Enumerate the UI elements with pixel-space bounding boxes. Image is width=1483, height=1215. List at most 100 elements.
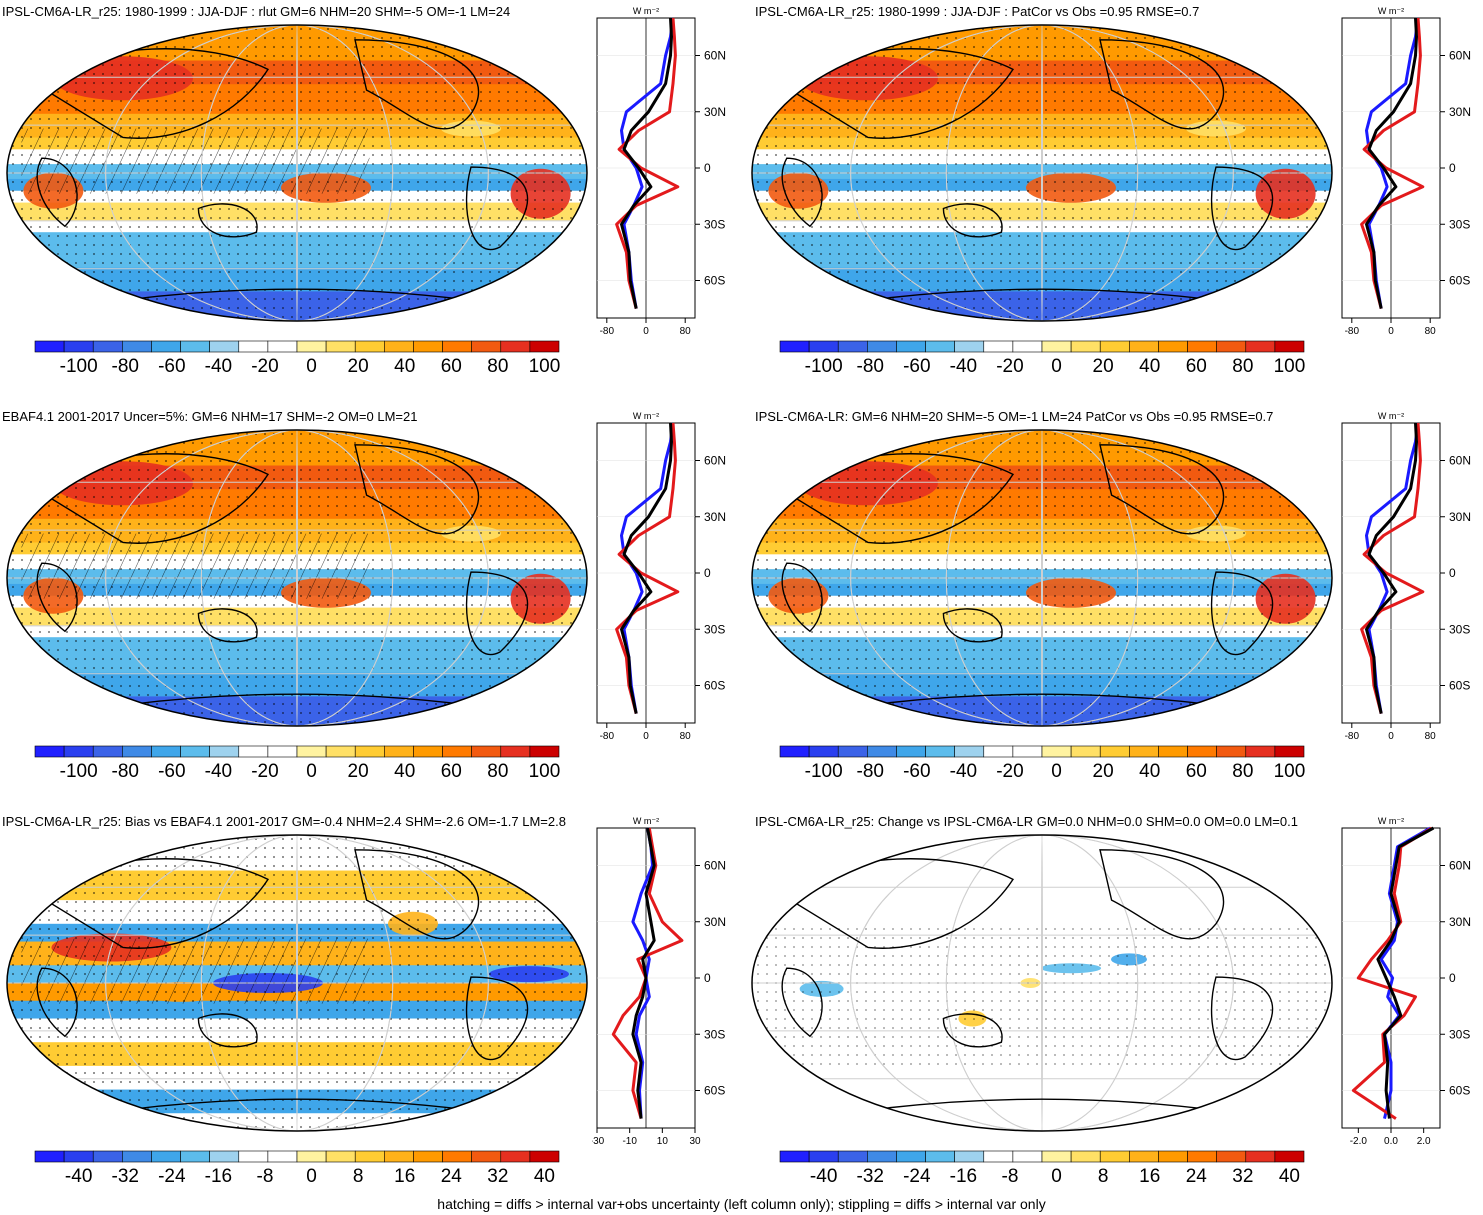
colorbar-tick-label: 100 — [1273, 761, 1306, 782]
lat-tick-label: 60N — [1449, 454, 1471, 468]
lat-tick-label: 30N — [1449, 105, 1471, 119]
continent-outline — [1210, 166, 1274, 251]
lat-tick-label: 30N — [1449, 510, 1471, 524]
colorbar-swatch — [34, 745, 65, 758]
colorbar-swatch — [808, 340, 839, 353]
colorbar-swatch — [471, 1150, 502, 1163]
hatching — [21, 938, 370, 1004]
colorbar-swatch — [500, 745, 531, 758]
colorbar-tick-label: -16 — [949, 1166, 978, 1187]
continent-outline — [1210, 571, 1274, 656]
map-field — [7, 430, 587, 726]
colorbar-tick-label: 60 — [440, 761, 462, 782]
colorbar-swatch — [1041, 745, 1072, 758]
robinson-map — [6, 24, 588, 322]
panel-rlut-model: IPSL-CM6A-LR_r25: 1980-1999 : JJA-DJF : … — [0, 0, 740, 400]
colorbar-swatch — [1158, 1150, 1188, 1163]
colorbar-swatch — [1274, 1150, 1305, 1163]
colorbar-tick-label: 0 — [1051, 356, 1062, 377]
colorbar-swatch — [151, 1150, 181, 1163]
colorbar-swatch — [925, 745, 955, 758]
lat-tick-label: 0 — [1449, 566, 1456, 580]
hatching — [21, 533, 370, 599]
colorbar-swatch — [837, 1150, 868, 1163]
colorbar-swatch — [1274, 340, 1305, 353]
colorbar-tick-label: -80 — [111, 356, 139, 377]
colorbar-tick-label: -20 — [251, 356, 279, 377]
x-tick-label: 2.0 — [1417, 1136, 1431, 1146]
profile-unit-label: W m⁻² — [1378, 816, 1404, 826]
lat-tick-label: 30N — [704, 915, 726, 929]
colorbar-swatch — [442, 1150, 472, 1163]
colorbar-swatch — [122, 340, 152, 353]
map-title: IPSL-CM6A-LR_r25: Change vs IPSL-CM6A-LR… — [755, 814, 1298, 829]
lat-tick-label: 60N — [1449, 859, 1471, 873]
colorbar-tick-label: 16 — [1139, 1166, 1161, 1187]
continent-outline — [942, 1013, 1003, 1048]
colorbar-swatch — [867, 745, 897, 758]
colorbar-swatch — [983, 1150, 1014, 1163]
footnote: hatching = diffs > internal var+obs unce… — [437, 1196, 1046, 1212]
continent-outline — [36, 157, 78, 228]
colorbar-tick-label: 20 — [347, 356, 369, 377]
panel-model-vs-obs: IPSL-CM6A-LR: GM=6 NHM=20 SHM=-5 OM=-1 L… — [745, 405, 1483, 805]
colorbar-swatch — [1187, 340, 1217, 353]
continent-outline — [942, 608, 1003, 643]
panel-patcor-model: IPSL-CM6A-LR_r25: 1980-1999 : JJA-DJF : … — [745, 0, 1483, 400]
colorbar-tick-label: -40 — [949, 356, 978, 377]
colorbar-swatch — [1129, 340, 1159, 353]
zonal-mean-profile: W m⁻² 60N 30N 0 30S 60S -80 0 80 — [596, 6, 726, 336]
lat-tick-label: 60S — [704, 274, 725, 288]
map-border — [751, 834, 1333, 1132]
continent-outline — [867, 1098, 1217, 1111]
colorbar-swatch — [267, 340, 298, 353]
profile-line-blue — [1379, 826, 1431, 1119]
colorbar — [34, 340, 560, 353]
colorbar-swatch — [1129, 1150, 1159, 1163]
colorbar-tick-label: -32 — [856, 1166, 884, 1187]
colorbar-swatch — [63, 340, 94, 353]
profile-unit-label: W m⁻² — [633, 816, 659, 826]
profile-line-black — [631, 827, 656, 1119]
continent-outline — [354, 444, 480, 535]
colorbar-tick-label: 20 — [347, 761, 369, 782]
colorbar-tick-label: -20 — [251, 761, 279, 782]
colorbar-swatch — [867, 340, 897, 353]
colorbar-tick-label: 60 — [440, 356, 462, 377]
continent-outline — [1210, 976, 1274, 1061]
x-tick-label: 0 — [1388, 326, 1394, 336]
colorbar-swatch — [442, 745, 472, 758]
colorbar-tick-label: -24 — [903, 1166, 931, 1187]
colorbar-swatch — [1158, 340, 1188, 353]
x-tick-label: -2.0 — [1350, 1136, 1368, 1146]
colorbar-swatch — [1245, 1150, 1276, 1163]
lat-tick-label: 30S — [1449, 622, 1470, 636]
colorbar-tick-label: 100 — [1273, 356, 1306, 377]
lat-tick-label: 30S — [704, 1027, 725, 1041]
colorbar-swatch — [1129, 745, 1159, 758]
colorbar-swatch — [92, 340, 123, 353]
colorbar-swatch — [34, 1150, 65, 1163]
continent-outline — [867, 288, 1217, 301]
colorbar-swatch — [354, 1150, 385, 1163]
colorbar-tick-label: 40 — [1278, 1166, 1300, 1187]
map-title: IPSL-CM6A-LR: GM=6 NHM=20 SHM=-5 OM=-1 L… — [755, 409, 1274, 424]
colorbar-swatch — [413, 745, 443, 758]
hatching — [21, 128, 370, 194]
colorbar-swatch — [779, 1150, 810, 1163]
x-tick-label: 0.0 — [1384, 1136, 1398, 1146]
lat-tick-label: 30S — [1449, 217, 1470, 231]
colorbar-swatch — [808, 745, 839, 758]
panel-change: IPSL-CM6A-LR_r25: Change vs IPSL-CM6A-LR… — [745, 810, 1483, 1195]
x-tick-label: 80 — [680, 326, 692, 336]
colorbar-swatch — [442, 340, 472, 353]
colorbar-swatch — [983, 340, 1014, 353]
colorbar-swatch — [1187, 1150, 1217, 1163]
colorbar-swatch — [122, 1150, 152, 1163]
continent-outline — [36, 562, 78, 633]
map-title: IPSL-CM6A-LR_r25: Bias vs EBAF4.1 2001-2… — [2, 814, 566, 829]
colorbar-swatch — [1245, 745, 1276, 758]
colorbar-tick-label: 60 — [1185, 356, 1207, 377]
x-tick-label: 10 — [657, 1136, 669, 1146]
colorbar-swatch — [122, 745, 152, 758]
